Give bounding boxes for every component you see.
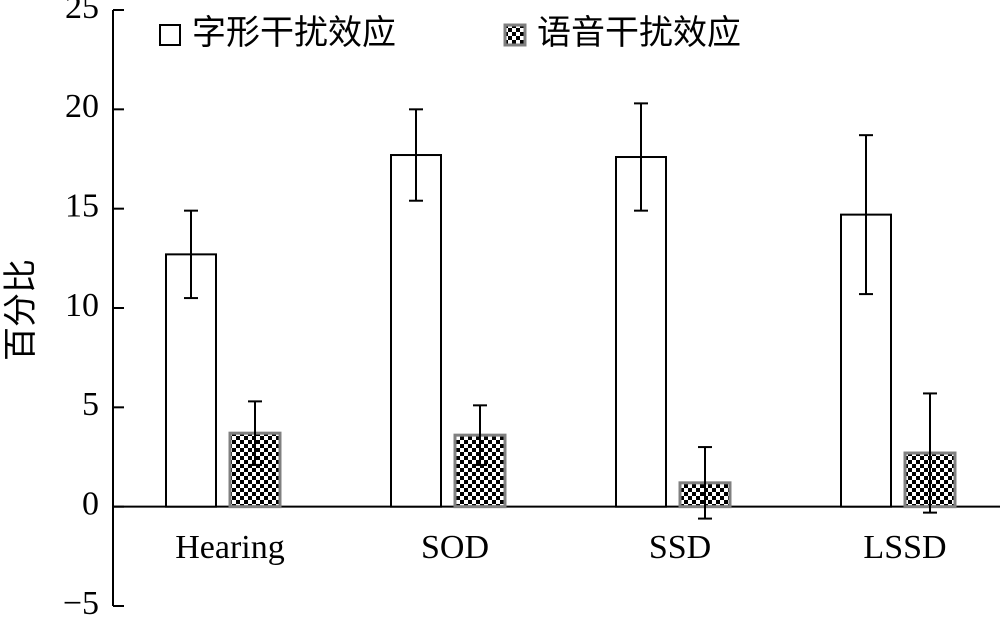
x-tick-label: LSSD: [863, 529, 946, 566]
y-tick-label: 10: [65, 287, 99, 324]
y-axis-label: 百分比: [3, 259, 40, 361]
error-bar: [473, 404, 487, 466]
y-tick-label: 20: [65, 88, 99, 125]
error-bar: [248, 400, 262, 466]
legend-swatch: [503, 23, 527, 47]
y-tick-label: 5: [82, 386, 99, 423]
legend-label: 字形干扰效应: [192, 14, 396, 52]
error-bar: [859, 134, 873, 296]
error-bar: [634, 102, 648, 212]
bar: [390, 154, 442, 508]
x-tick-label: Hearing: [175, 529, 285, 566]
legend-label: 语音干扰效应: [537, 14, 741, 52]
error-bar: [184, 209, 198, 300]
y-tick-label: 0: [82, 485, 99, 522]
error-bar: [923, 392, 937, 514]
legend-swatch: [159, 24, 181, 46]
y-tick-label: −5: [63, 585, 99, 620]
y-tick-label: 25: [65, 0, 99, 26]
x-tick-label: SOD: [421, 529, 489, 566]
x-tick-label: SSD: [649, 529, 711, 566]
y-tick-label: 15: [65, 187, 99, 224]
error-bar: [698, 446, 712, 520]
error-bar: [409, 108, 423, 202]
